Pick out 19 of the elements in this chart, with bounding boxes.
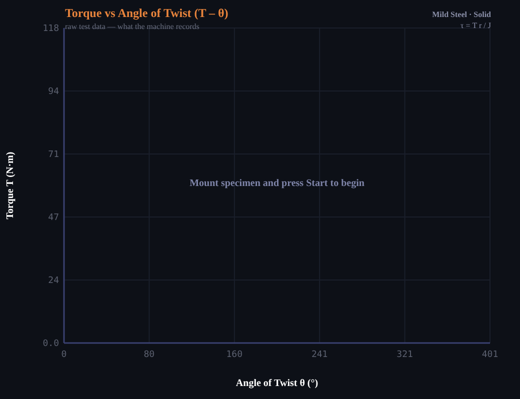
- annotation: τ = T r / J: [460, 21, 491, 30]
- chart-title: Torque vs Angle of Twist (T – θ): [65, 6, 228, 20]
- y-tick-label: 0.0: [42, 339, 59, 349]
- y-tick-label: 47: [48, 213, 59, 223]
- x-tick-label: 401: [482, 350, 498, 360]
- chart-subtitle: raw test data — what the machine records: [65, 22, 200, 31]
- x-tick-label: 160: [226, 350, 243, 360]
- x-tick-label: 321: [396, 350, 413, 360]
- text: Mild Steel · Solid: [432, 10, 492, 19]
- x-tick-label: 0: [61, 350, 67, 360]
- x-axis-title: Angle of Twist θ (°): [236, 378, 318, 389]
- y-tick-label: 94: [48, 87, 59, 97]
- y-tick-label: 118: [42, 24, 59, 34]
- annotation: Mount specimen and press Start to begin: [190, 178, 365, 189]
- x-tick-label: 80: [144, 350, 155, 360]
- y-tick-label: 24: [48, 276, 59, 286]
- y-axis-title: Torque T (N·m): [5, 152, 16, 220]
- y-tick-label: 71: [48, 150, 59, 160]
- x-tick-label: 241: [311, 350, 328, 360]
